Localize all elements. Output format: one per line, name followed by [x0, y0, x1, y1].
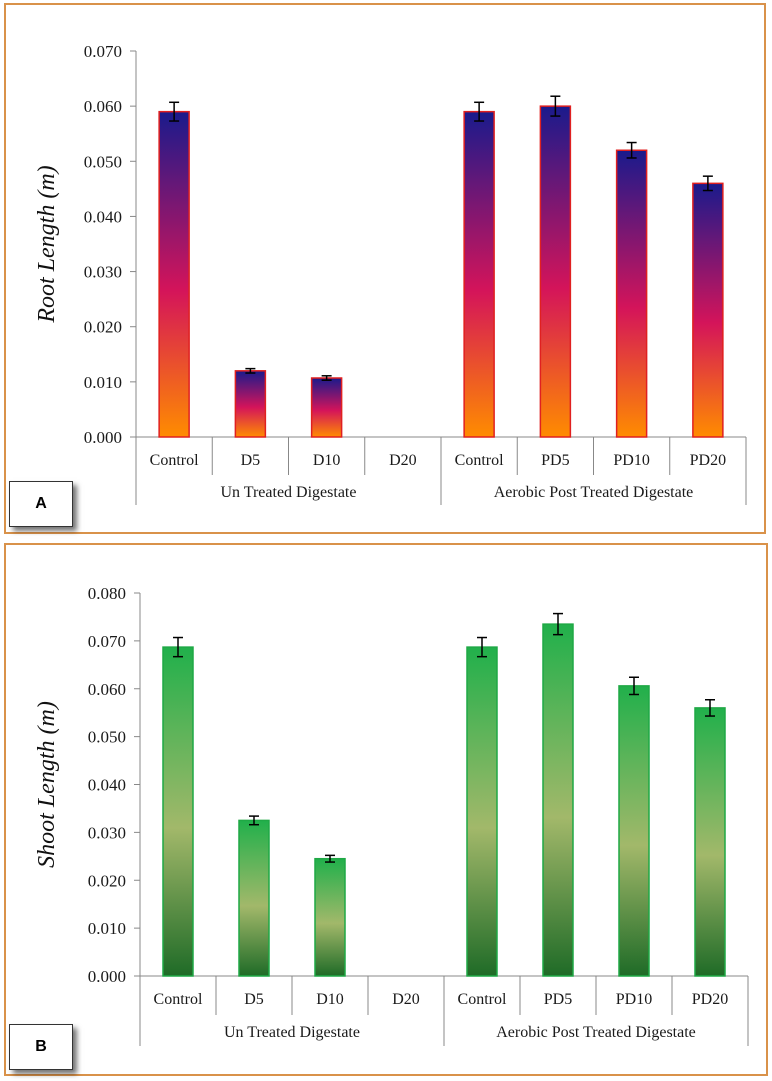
bar-control	[463, 110, 495, 438]
x-category-label: PD20	[690, 452, 726, 469]
bar-pd10	[618, 685, 650, 977]
bar-d10	[310, 377, 343, 438]
x-category-label: PD5	[544, 991, 572, 1008]
x-category-label: Control	[154, 991, 203, 1008]
bar-pd10	[615, 149, 648, 438]
bar-pd20	[694, 707, 726, 977]
bar-d10	[314, 857, 346, 977]
panel-label-a: A	[9, 481, 73, 527]
panel-shoot-length: 0.000 0.010 0.020 0.030 0.040 0.050 0.060 0.070…	[4, 543, 768, 1076]
x-category-label: D10	[313, 452, 341, 469]
x-category-label: D5	[241, 452, 261, 469]
panel-root-length: 0.000 0.010 0.020 0.030 0.040 0.050 0.060 0.070…	[4, 3, 766, 534]
y-tick-label: 0.000	[88, 967, 126, 986]
bar-pd5	[542, 623, 574, 977]
y-tick-label: 0.050	[88, 728, 126, 747]
y-tick-label: 0.010	[84, 373, 122, 392]
x-group-label: Un Treated Digestate	[221, 484, 357, 501]
x-group-label: Aerobic Post Treated Digestate	[496, 1024, 696, 1041]
bar-pd5	[539, 105, 572, 438]
y-tick-label: 0.040	[84, 207, 122, 226]
y-tick-label: 0.010	[88, 919, 126, 938]
x-category-label: D20	[389, 452, 417, 469]
y-tick-label: 0.070	[88, 632, 126, 651]
y-tick-label: 0.000	[84, 428, 122, 447]
x-category-label: D5	[244, 991, 264, 1008]
y-tick-label: 0.030	[88, 823, 126, 842]
y-tick-label: 0.050	[84, 152, 122, 171]
y-tick-label: 0.030	[84, 263, 122, 282]
x-category-label: Control	[150, 452, 199, 469]
bar-d5	[238, 819, 270, 977]
y-tick-label: 0.040	[88, 776, 126, 795]
y-tick-label: 0.080	[88, 584, 126, 603]
y-tick-label: 0.020	[84, 318, 122, 337]
y-tick-label: 0.020	[88, 871, 126, 890]
x-category-label: PD20	[692, 991, 728, 1008]
x-category-label: D10	[316, 991, 344, 1008]
x-category-label: Control	[455, 452, 504, 469]
x-category-label: PD10	[613, 452, 649, 469]
bar-control	[162, 646, 194, 977]
bar-d5	[234, 370, 267, 438]
y-tick-label: 0.070	[84, 42, 122, 61]
x-category-label: PD5	[541, 452, 569, 469]
x-category-label: PD10	[616, 991, 652, 1008]
y-tick-label: 0.060	[88, 680, 126, 699]
x-group-label: Aerobic Post Treated Digestate	[494, 484, 694, 501]
x-group-label: Un Treated Digestate	[224, 1024, 360, 1041]
bar-pd20	[692, 182, 724, 438]
bar-control	[466, 646, 498, 977]
shoot-length-chart: 0.000 0.010 0.020 0.030 0.040 0.050 0.060 0.070…	[34, 584, 749, 1046]
x-category-label: Control	[458, 991, 507, 1008]
y-tick-label: 0.060	[84, 97, 122, 116]
y-axis-title: Root Length (m)	[34, 165, 60, 323]
root-length-chart: 0.000 0.010 0.020 0.030 0.040 0.050 0.060 0.070…	[34, 42, 747, 505]
bar-control	[158, 110, 190, 438]
panel-label-b: B	[9, 1024, 73, 1070]
x-category-label: D20	[392, 991, 420, 1008]
y-axis-title: Shoot Length (m)	[34, 701, 60, 868]
